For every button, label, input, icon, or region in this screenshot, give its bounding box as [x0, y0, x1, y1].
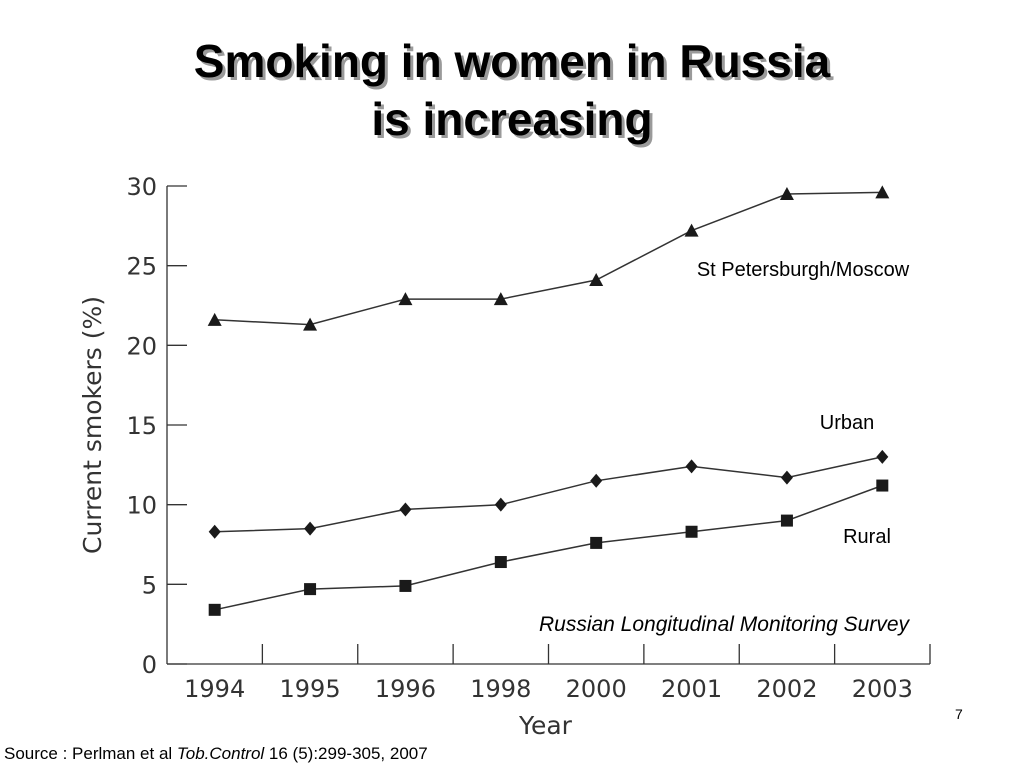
title-line-1: Smoking in women in Russia [193, 35, 831, 87]
y-tick-label: 20 [126, 332, 157, 360]
diamond-marker [399, 502, 412, 517]
x-tick-label: 2001 [661, 675, 722, 703]
y-tick-label: 30 [126, 173, 157, 201]
x-tick-label: 1995 [280, 675, 341, 703]
triangle-marker [875, 185, 890, 199]
x-tick-label: 1998 [470, 675, 531, 703]
series-triangle [207, 185, 890, 331]
series-line [214, 191, 883, 326]
diamond-marker [304, 521, 317, 536]
y-tick-label: 25 [126, 253, 157, 281]
y-tick-label: 15 [126, 412, 157, 440]
diamond-marker [590, 473, 603, 488]
triangle-marker [398, 292, 413, 306]
y-tick-label: 10 [126, 492, 157, 520]
source-citation: Source : Perlman et al Tob.Control 16 (5… [4, 744, 428, 764]
square-marker [590, 536, 603, 549]
square-marker [494, 556, 507, 569]
square-marker [876, 479, 889, 492]
triangle-marker [207, 312, 222, 326]
source-journal: Tob.Control [176, 744, 265, 763]
series-label: Rural [843, 526, 891, 548]
title-line-2: is increasing [371, 93, 653, 145]
diamond-marker [494, 497, 507, 512]
square-marker [208, 603, 221, 616]
square-marker [780, 514, 793, 527]
chart-axes [166, 185, 931, 665]
x-tick-label: 1994 [184, 675, 245, 703]
square-marker [304, 583, 317, 596]
x-tick-label: 1996 [375, 675, 436, 703]
series-label: Urban [820, 412, 874, 434]
chart-labels: 0 5 10 15 20 25 30 1994 1995 1996 1998 2000 2001 2002… [78, 173, 913, 740]
series-square [208, 479, 889, 616]
diamond-marker [780, 470, 793, 485]
series-line [214, 484, 883, 611]
survey-annotation: Russian Longitudinal Monitoring Survey [539, 613, 911, 636]
x-axis-title: Year [518, 711, 573, 740]
diamond-marker [208, 524, 221, 539]
triangle-marker [493, 292, 508, 306]
slide-title: Smoking in women in Russia is increasing [0, 32, 1024, 148]
y-tick-label: 5 [142, 571, 157, 599]
square-marker [399, 579, 412, 592]
triangle-marker [589, 273, 604, 287]
square-marker [685, 525, 698, 538]
series-label: St Petersburgh/Moscow [697, 259, 910, 281]
diamond-marker [876, 449, 889, 464]
page-number: 7 [955, 706, 963, 722]
source-prefix: Source : Perlman et al [4, 744, 177, 763]
series-line [214, 456, 883, 533]
source-suffix: 16 (5):299-305, 2007 [264, 744, 428, 763]
triangle-marker [779, 186, 794, 200]
x-tick-label: 2000 [566, 675, 627, 703]
diamond-marker [685, 459, 698, 474]
triangle-marker [684, 223, 699, 237]
chart-series [207, 185, 890, 616]
y-tick-label: 0 [142, 651, 157, 679]
x-tick-label: 2002 [756, 675, 817, 703]
x-tick-label: 2003 [852, 675, 913, 703]
y-axis-title: Current smokers (%) [78, 296, 107, 554]
triangle-marker [303, 317, 318, 331]
series-diamond [208, 449, 889, 539]
